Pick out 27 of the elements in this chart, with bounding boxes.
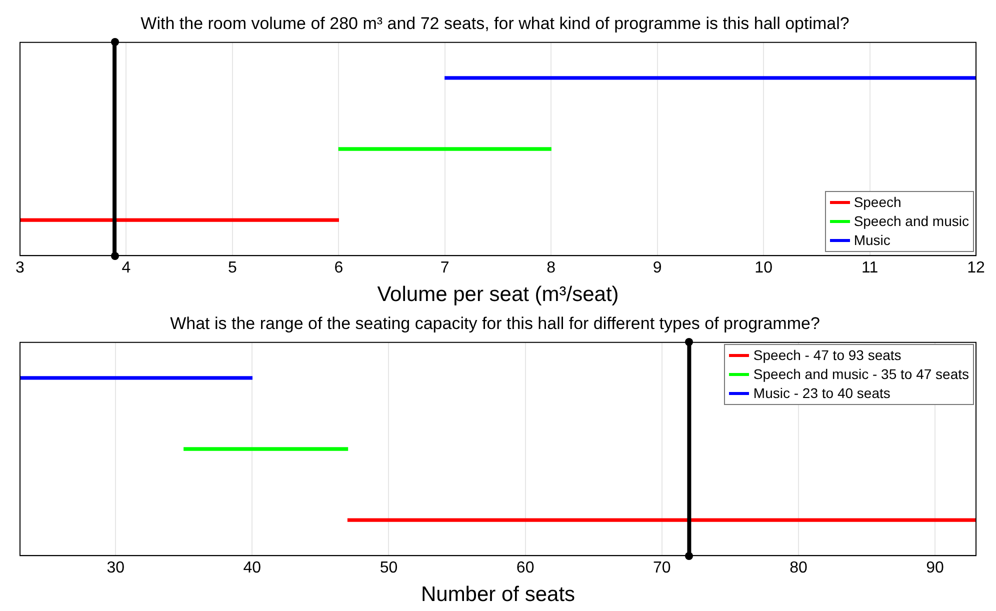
x-tick-label: 5 [228, 260, 237, 277]
x-tick-label: 3 [16, 260, 25, 277]
x-tick-label: 60 [516, 560, 534, 577]
x-tick-label: 6 [334, 260, 344, 277]
x-tick-label: 30 [106, 560, 125, 577]
chart-title: With the room volume of 280 m³ and 72 seats, for what kind of programme is this hall optimal? [140, 14, 850, 33]
x-tick-label: 40 [243, 560, 262, 577]
x-tick-label: 8 [546, 260, 556, 277]
legend-label: Speech and music - 35 to 47 seats [753, 365, 969, 384]
legend-label: Speech [854, 192, 902, 212]
x-tick-label: 11 [861, 260, 878, 277]
x-tick-label: 12 [967, 260, 985, 277]
x-axis-title: Number of seats [420, 583, 576, 606]
legend-label: Speech - 47 to 93 seats [753, 346, 902, 366]
legend-label: Music - 23 to 40 seats [753, 384, 890, 404]
x-tick-label: 90 [926, 560, 944, 577]
x-tick-label: 80 [790, 560, 808, 577]
legend-label: Speech and music [854, 212, 969, 231]
x-tick-label: 50 [380, 560, 398, 577]
x-tick-label: 4 [122, 260, 131, 277]
x-tick-label: 9 [652, 260, 662, 277]
x-tick-label: 70 [652, 560, 671, 577]
legend-label: Music [854, 230, 890, 250]
x-axis-title: Volume per seat (m³/seat) [377, 283, 619, 306]
x-tick-label: 10 [754, 260, 773, 277]
chart-title: What is the range of the seating capacity for this hall for different types of programme? [170, 314, 820, 333]
x-tick-label: 7 [440, 260, 450, 277]
